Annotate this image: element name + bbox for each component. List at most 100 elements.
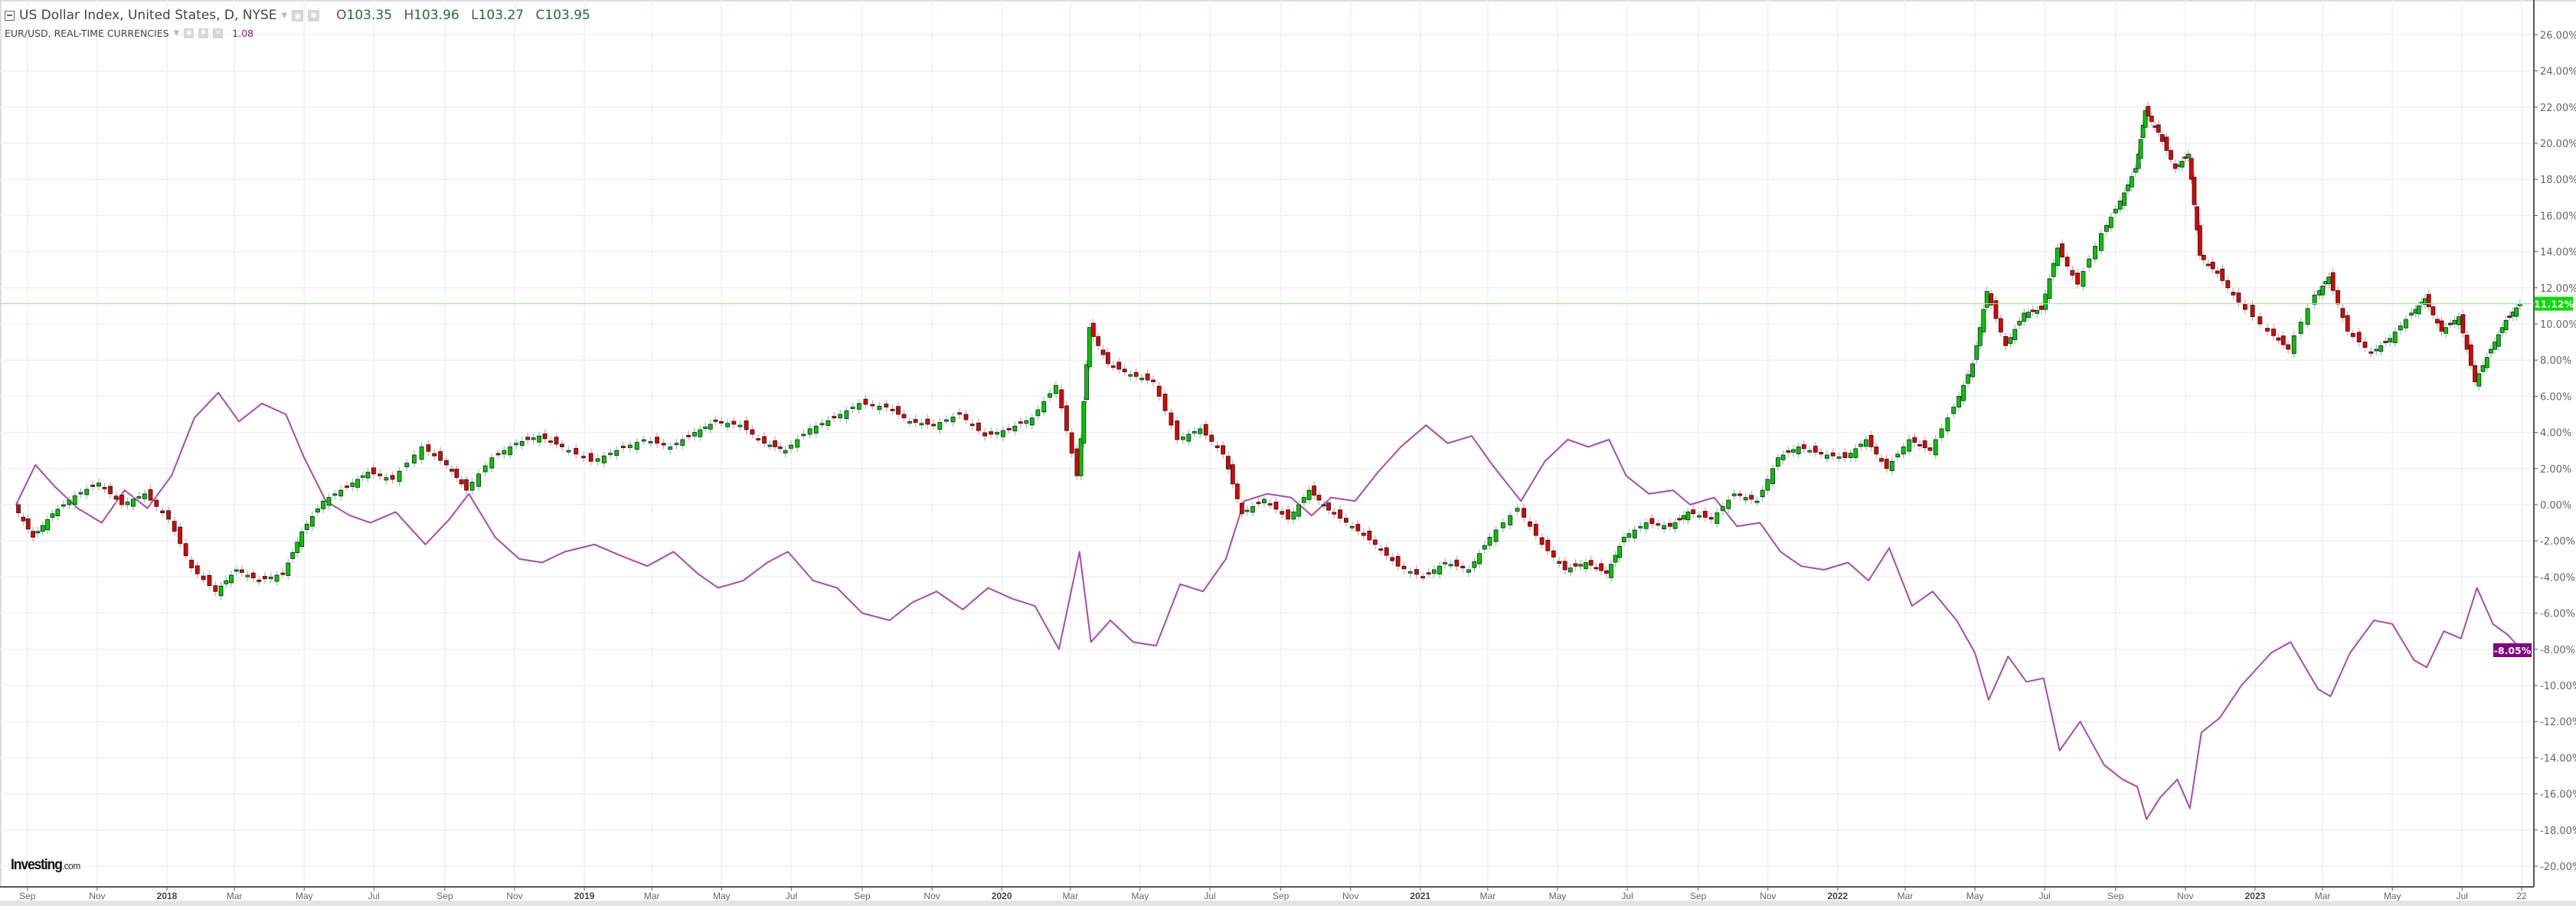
candle [1437,565,1442,575]
candle [537,435,542,443]
candle [1267,503,1273,505]
candle [1054,384,1058,394]
close-value: 103.95 [544,8,590,23]
candle [686,434,691,437]
candle [148,489,153,501]
y-tick-label: -8.00% [2540,645,2575,656]
candle [1974,345,1979,360]
candle [1332,512,1337,515]
x-tick-label: 22 [2516,891,2527,901]
candle [2265,328,2270,332]
candle [2476,373,2482,387]
candle [1069,432,1074,454]
candle [1685,512,1691,521]
candle [2008,337,2013,344]
compare-value: 1.08 [232,27,254,39]
eye-icon[interactable]: ◉ [184,28,195,38]
eye-icon[interactable]: ◉ [292,9,304,21]
candle [838,414,843,419]
candle [444,460,449,466]
candle [2236,293,2241,303]
chevron-down-icon[interactable]: ▼ [173,28,180,38]
gear-icon[interactable]: ✱ [308,9,320,21]
candle [2457,316,2461,325]
candle [295,541,300,553]
y-tick-label: -14.00% [2540,753,2576,764]
candle [1041,401,1047,413]
candle [2271,329,2276,336]
candle [608,453,613,456]
candle [2426,293,2431,307]
candle [2047,278,2052,299]
time-scrollbar[interactable] [0,901,2576,906]
candle [378,473,383,476]
candle [661,443,666,446]
candle [178,526,183,545]
candle [1945,417,1950,432]
candle [1420,576,1426,579]
candle [863,398,868,405]
candle [1515,508,1520,512]
candle [1677,518,1682,521]
candle [412,454,417,464]
collapse-icon[interactable] [5,10,15,21]
x-tick-label: Jul [2457,891,2468,901]
candle [2496,334,2501,347]
candle [554,437,559,445]
y-tick-label: 0.00% [2540,500,2571,512]
compare-series-title[interactable]: EUR/USD, REAL-TIME CURRENCIES [5,27,169,39]
candle [2468,344,2473,366]
candle [877,405,882,410]
candle [1539,537,1545,545]
candle [1326,502,1332,511]
candle [1643,522,1649,529]
candle [55,509,60,517]
candle [1588,560,1594,566]
candle [2117,201,2123,210]
candle [1939,428,1944,438]
candle [207,574,212,587]
candle [1407,571,1413,574]
x-tick-label: Sep [19,891,36,901]
candle [1961,384,1966,401]
candle [1927,447,1933,451]
candle [2149,116,2154,123]
candle [1621,537,1626,543]
candle [2464,335,2470,350]
candle [566,450,571,453]
candle [1922,440,1927,449]
x-tick-label: Nov [1342,891,1358,901]
candle [183,543,188,557]
candle [1078,438,1084,476]
main-series-title[interactable]: US Dollar Index, United States, D, NYSE [19,8,277,23]
high-value: 103.96 [414,8,459,23]
x-tick-label: Sep [854,891,871,901]
candle [548,440,553,443]
candle [1609,564,1613,578]
close-icon[interactable]: ✕ [213,28,224,38]
candle [620,446,626,449]
candle [1858,443,1863,447]
candle [2383,341,2388,344]
candle [2447,322,2453,325]
gear-icon[interactable]: ✱ [198,28,209,38]
candle [2291,335,2296,355]
chevron-down-icon[interactable]: ▼ [281,11,288,20]
candle [2350,332,2355,337]
candle [1029,417,1035,426]
candle [1638,525,1643,528]
y-tick-label: 22.00% [2540,103,2576,114]
candle [1133,371,1139,377]
candle [989,431,994,435]
candle [1749,495,1754,500]
candle [907,421,912,424]
candle [1087,327,1092,368]
candle [1156,385,1162,397]
dxy-candles [16,101,2522,600]
candle [360,475,365,478]
candle [2215,270,2220,274]
compare-series-legend: EUR/USD, REAL-TIME CURRENCIES ▼ ◉ ✱ ✕ 1.… [5,26,590,40]
candle [1482,545,1487,550]
candle [1957,396,1962,407]
